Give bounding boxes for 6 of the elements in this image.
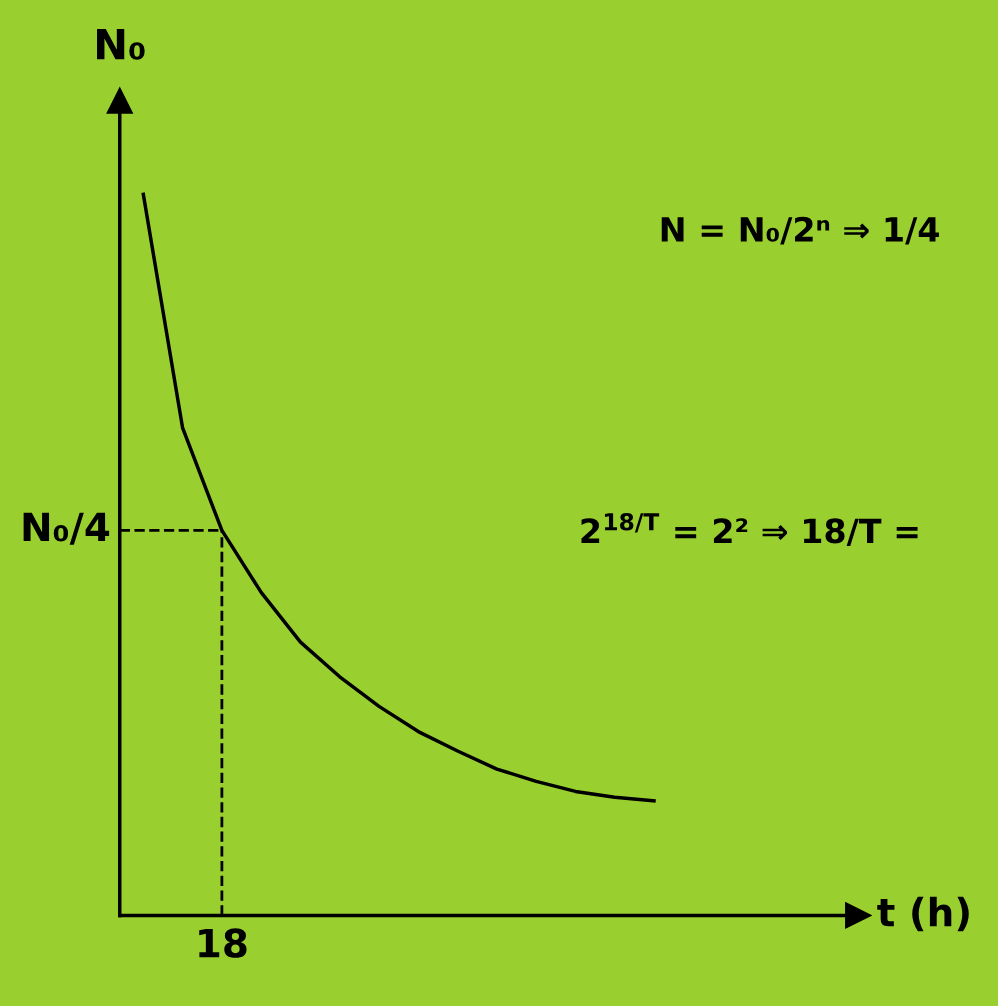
annotation: N = N₀/2ⁿ ⇒ 1/4 — [661, 216, 939, 245]
text: 18 — [199, 928, 247, 958]
y-axis-title: N₀ — [97, 28, 145, 60]
ref-line-label: N₀/4 — [23, 512, 110, 545]
text: t (h) — [877, 896, 969, 932]
annotation: 2$^{18/T}$ = 2² ⇒ 18/T = — [581, 512, 918, 547]
